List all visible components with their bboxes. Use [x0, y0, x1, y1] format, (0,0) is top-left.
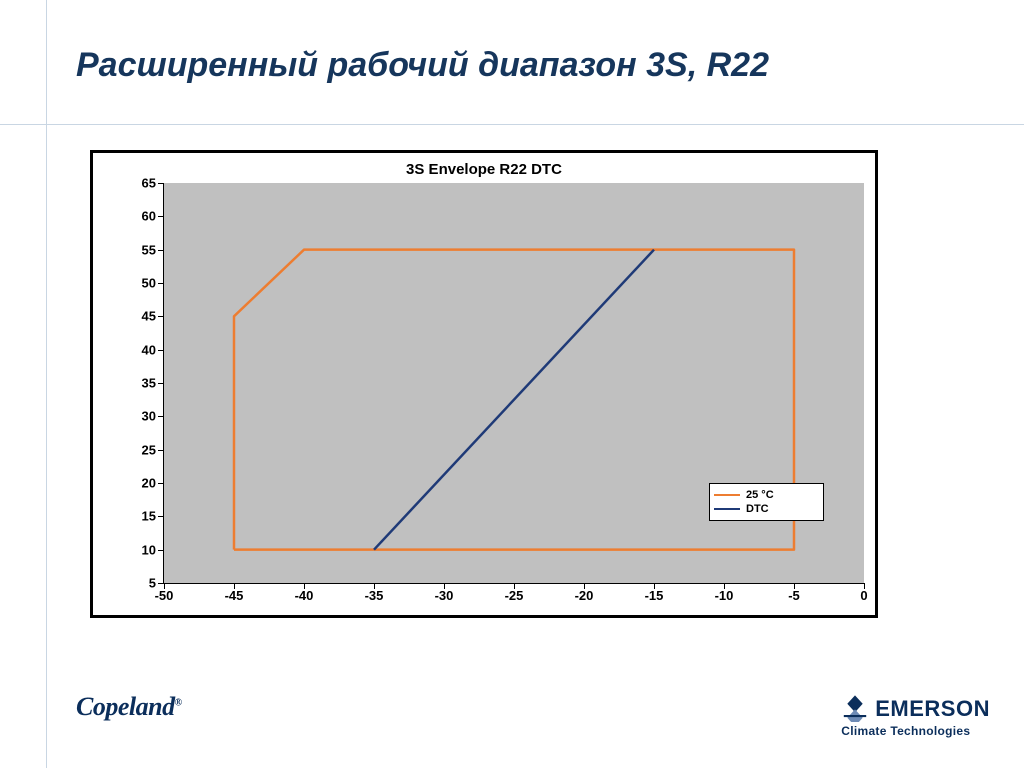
x-tick-label: -25: [505, 588, 524, 603]
y-tick: [158, 383, 164, 384]
x-tick-label: -5: [788, 588, 800, 603]
x-tick-label: -40: [295, 588, 314, 603]
y-tick-label: 15: [142, 509, 156, 524]
y-tick-label: 45: [142, 309, 156, 324]
y-tick: [158, 350, 164, 351]
brand-emerson-logo: EMERSON Climate Technologies: [841, 694, 990, 738]
legend-item: 25 °C: [714, 488, 819, 502]
chart-series: [164, 183, 864, 583]
x-tick-label: -10: [715, 588, 734, 603]
y-tick-label: 25: [142, 442, 156, 457]
y-tick-label: 50: [142, 276, 156, 291]
brand-copeland-logo: Copeland®: [76, 692, 182, 722]
y-tick: [158, 550, 164, 551]
legend-label: DTC: [746, 503, 769, 515]
x-tick-label: -20: [575, 588, 594, 603]
y-tick-label: 10: [142, 542, 156, 557]
envelope-chart: 3S Envelope R22 DTC 25 °C DTC 5101520253…: [90, 150, 878, 618]
brand-emerson-subtitle: Climate Technologies: [841, 724, 990, 738]
brand-emerson-name: EMERSON: [875, 696, 990, 722]
y-tick-label: 60: [142, 209, 156, 224]
y-tick: [158, 250, 164, 251]
y-tick: [158, 183, 164, 184]
decorative-vertical-rule: [46, 0, 47, 768]
y-tick: [158, 516, 164, 517]
y-tick: [158, 283, 164, 284]
y-tick: [158, 216, 164, 217]
y-tick-label: 40: [142, 342, 156, 357]
emerson-icon: [841, 694, 869, 722]
y-tick-label: 35: [142, 376, 156, 391]
chart-legend: 25 °C DTC: [709, 483, 824, 521]
series-line: [374, 250, 654, 550]
y-tick: [158, 450, 164, 451]
legend-label: 25 °C: [746, 489, 774, 501]
y-tick: [158, 416, 164, 417]
y-tick-label: 30: [142, 409, 156, 424]
slide-title: Расширенный рабочий диапазон 3S, R22: [76, 46, 769, 85]
y-tick: [158, 316, 164, 317]
decorative-horizontal-rule: [0, 124, 1024, 125]
legend-swatch: [714, 494, 740, 496]
y-tick-label: 20: [142, 476, 156, 491]
legend-item: DTC: [714, 502, 819, 516]
plot-area: 25 °C DTC 5101520253035404550556065-50-4…: [163, 183, 864, 584]
y-tick-label: 55: [142, 242, 156, 257]
chart-title: 3S Envelope R22 DTC: [93, 161, 875, 178]
x-tick-label: -45: [225, 588, 244, 603]
y-tick-label: 65: [142, 176, 156, 191]
x-tick-label: -50: [155, 588, 174, 603]
x-tick-label: -30: [435, 588, 454, 603]
x-tick-label: -35: [365, 588, 384, 603]
legend-swatch: [714, 508, 740, 510]
x-tick-label: 0: [860, 588, 867, 603]
y-tick: [158, 483, 164, 484]
x-tick-label: -15: [645, 588, 664, 603]
